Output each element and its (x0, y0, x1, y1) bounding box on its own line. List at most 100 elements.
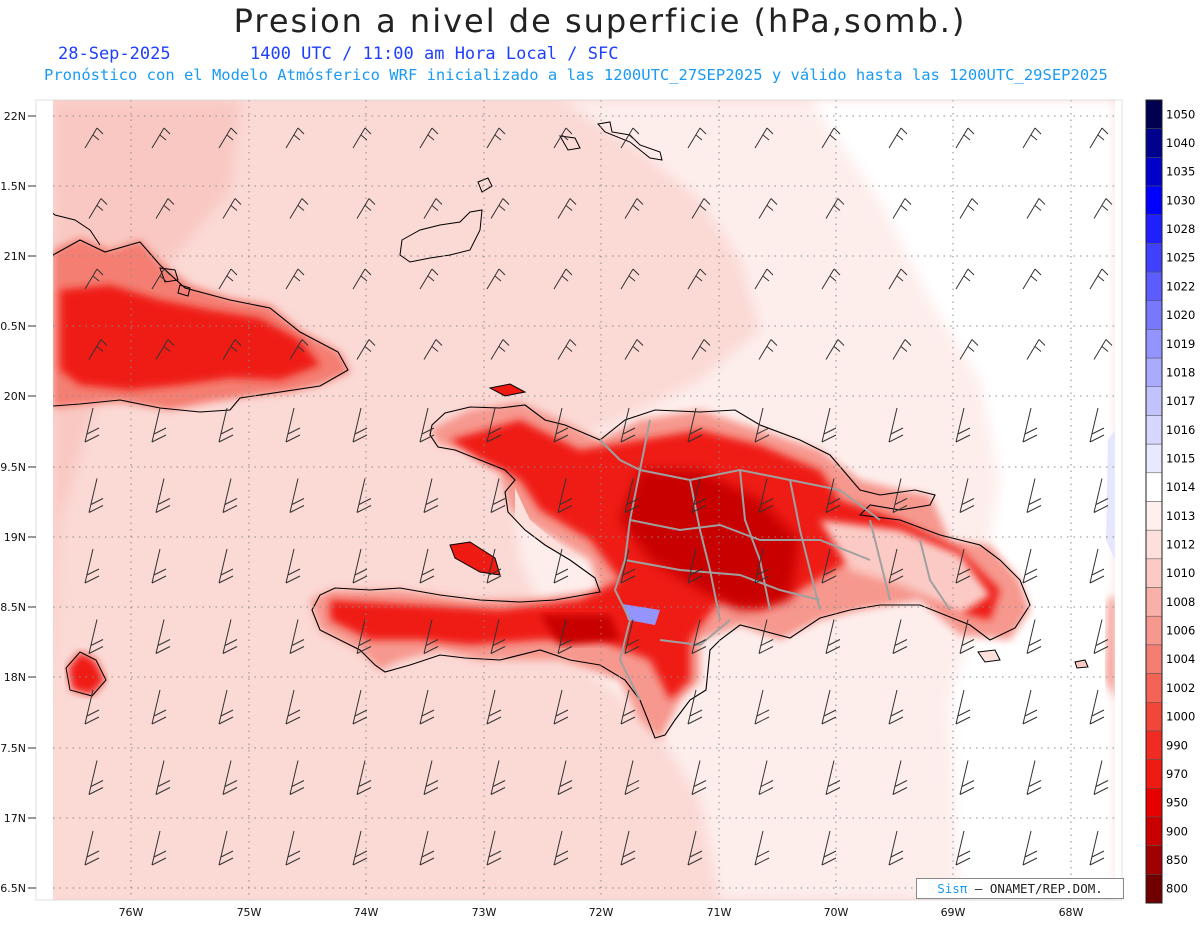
wind-barb (553, 689, 569, 725)
colorbar-swatch (1145, 99, 1163, 129)
wind-barb (289, 619, 305, 654)
colorbar-swatch (1145, 157, 1163, 187)
wind-barb (955, 407, 971, 443)
wind-barb (553, 268, 573, 290)
wind-barb (352, 830, 368, 866)
wind-barb (419, 830, 435, 866)
colorbar-label: 1022 (1166, 279, 1195, 293)
wind-barb (557, 478, 573, 513)
colorbar-swatch (1145, 415, 1163, 445)
credit-box: Sisπ – ONAMET/REP.DOM. (916, 878, 1124, 899)
wind-barb (553, 127, 573, 149)
colorbar-label: 1040 (1166, 136, 1195, 150)
wind-barb (1026, 478, 1042, 513)
colorbar-label: 1025 (1166, 251, 1195, 265)
wind-barb (88, 619, 104, 654)
wind-barb (285, 548, 301, 584)
wind-barb (423, 198, 443, 219)
wind-barb (959, 198, 979, 219)
wind-barb (691, 619, 707, 654)
wind-barb (557, 619, 573, 654)
lat-label: 17N (4, 812, 26, 825)
wind-barb (888, 127, 908, 149)
colorbar-swatch (1145, 501, 1163, 531)
wind-barb (356, 339, 376, 360)
colorbar-label: 1013 (1166, 509, 1195, 523)
wind-barb (486, 689, 502, 725)
cuba-land (53, 238, 350, 413)
pressure-field (53, 100, 1115, 900)
colorbar-label: 1018 (1166, 365, 1195, 379)
wind-barb (624, 339, 644, 360)
wind-barb (821, 548, 837, 584)
wind-barb (423, 478, 439, 513)
wind-barb (1094, 902, 1108, 927)
colorbar-label: 1015 (1166, 451, 1195, 465)
colorbar-swatch (1145, 300, 1163, 330)
colorbar-swatch (1145, 759, 1163, 789)
wind-barb (155, 478, 171, 513)
wind-barb (151, 830, 167, 866)
colorbar-swatch (1145, 874, 1163, 904)
wind-barb (825, 760, 841, 795)
wind-barb (1089, 548, 1105, 584)
bahamas-islands (53, 121, 663, 297)
wind-barb (825, 198, 845, 219)
colorbar-swatch (1145, 702, 1163, 732)
wind-barb (825, 339, 845, 360)
colorbar-label: 1020 (1166, 308, 1195, 322)
colorbar-swatch (1145, 128, 1163, 158)
wind-barb (893, 902, 907, 927)
wind-barb (223, 902, 237, 927)
colorbar-swatch (1145, 214, 1163, 244)
wind-barb (155, 339, 175, 360)
wind-barb (155, 760, 171, 795)
colorbar-swatch (1145, 816, 1163, 846)
wind-barb (352, 689, 368, 725)
wind-barb (1089, 268, 1109, 290)
colorbar-swatch (1145, 357, 1163, 388)
lon-label: 71W (707, 906, 732, 919)
wind-barb (419, 127, 439, 149)
wind-barb (754, 689, 770, 725)
wind-barb (1026, 619, 1042, 654)
wind-barb (285, 689, 301, 725)
wind-barb (821, 127, 841, 149)
colorbar-swatch (1145, 558, 1163, 588)
colorbar-swatch (1145, 615, 1163, 646)
wind-barb (84, 548, 100, 584)
wind-barb (486, 268, 506, 290)
wind-barb (356, 198, 376, 219)
wind-barb (624, 478, 640, 513)
colorbar-label: 1019 (1166, 337, 1195, 351)
wind-barb (218, 127, 238, 149)
lat-label: 1.5N (0, 180, 26, 193)
wind-barb (758, 478, 774, 513)
wind-barb (490, 339, 510, 360)
wind-barb (892, 760, 908, 795)
wind-barb (285, 127, 305, 149)
wind-barb (892, 339, 912, 360)
wind-barb (955, 268, 975, 290)
lat-label: 9.5N (0, 461, 26, 474)
lat-label: 18N (4, 671, 26, 684)
wind-barb (821, 689, 837, 725)
wind-barb (1093, 619, 1109, 654)
graticule (53, 100, 1115, 900)
wind-barb (553, 830, 569, 866)
wind-barb (687, 689, 703, 725)
wind-barb (285, 830, 301, 866)
wind-barb (352, 548, 368, 584)
wind-barbs (84, 127, 1113, 927)
wind-barb (356, 760, 372, 795)
lat-label: 8.5N (0, 601, 26, 614)
wind-barb (155, 198, 175, 219)
lat-label: 7.5N (0, 742, 26, 755)
wind-barb (285, 268, 305, 290)
wind-barb (692, 902, 706, 927)
wind-barb (624, 198, 644, 219)
valid-date: 28-Sep-2025 (58, 44, 171, 64)
lon-label: 76W (119, 906, 144, 919)
lon-label: 74W (354, 906, 379, 919)
wind-barb (888, 407, 904, 443)
